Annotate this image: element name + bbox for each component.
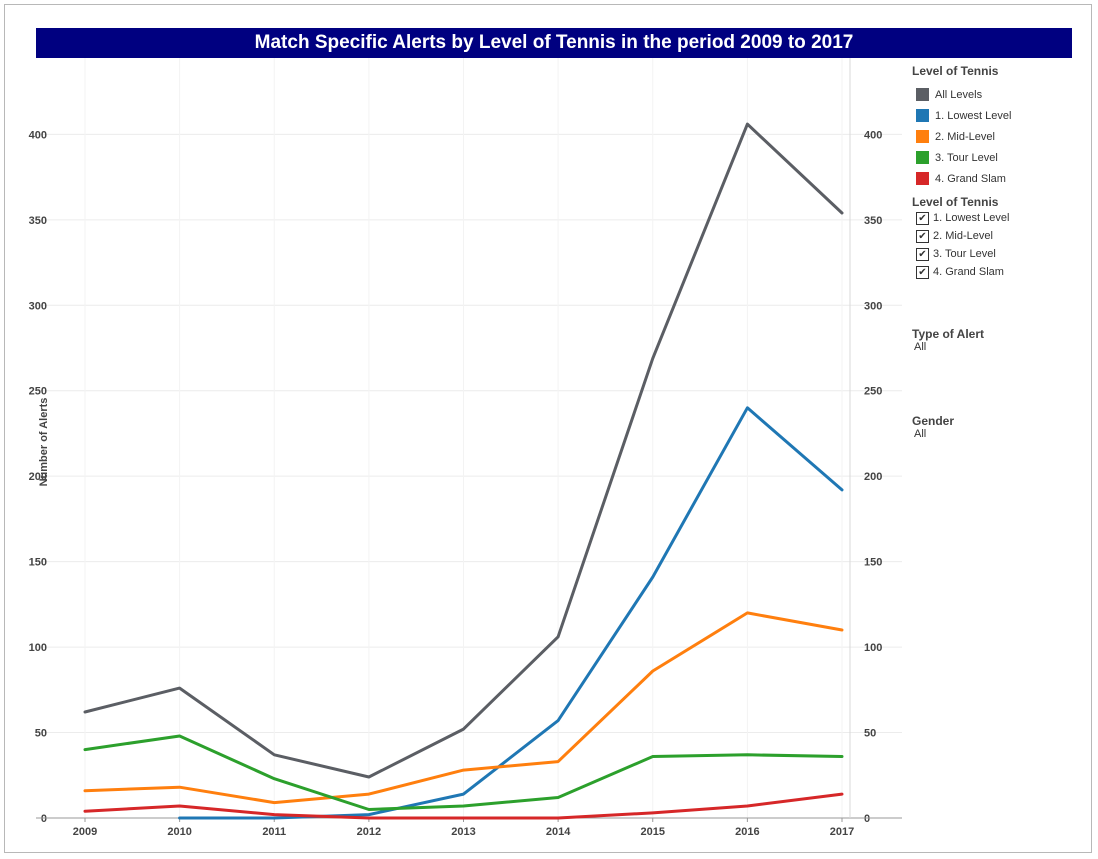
color-legend: Level of Tennis All Levels 1. Lowest Lev… bbox=[912, 64, 1092, 281]
legend-swatch bbox=[916, 172, 929, 185]
y-tick-label-right: 200 bbox=[864, 471, 882, 483]
checkbox[interactable]: ✔ bbox=[916, 211, 929, 225]
type-of-alert-filter[interactable]: Type of Alert All bbox=[912, 327, 984, 353]
legend-item[interactable]: 2. Mid-Level bbox=[912, 126, 1092, 147]
filter-label: 2. Mid-Level bbox=[933, 230, 993, 242]
filter-label: 1. Lowest Level bbox=[933, 212, 1010, 224]
gender-filter[interactable]: Gender All bbox=[912, 414, 954, 440]
legend-label: 3. Tour Level bbox=[935, 151, 998, 164]
y-tick-label-left: 400 bbox=[29, 129, 47, 141]
checkbox[interactable]: ✔ bbox=[916, 229, 929, 243]
x-tick-label: 2012 bbox=[357, 826, 381, 838]
y-tick-label-left: 150 bbox=[29, 557, 47, 569]
y-tick-label-left: 50 bbox=[35, 728, 47, 740]
series-line-5 bbox=[83, 792, 844, 820]
y-tick-label-left: 250 bbox=[29, 386, 47, 398]
x-tick-label: 2011 bbox=[262, 826, 286, 838]
y-tick-label-left: 0 bbox=[41, 813, 47, 825]
y-axis-label: Number of Alerts bbox=[38, 398, 50, 487]
x-tick-label: 2017 bbox=[830, 826, 854, 838]
x-tick-label: 2015 bbox=[641, 826, 665, 838]
legend-item[interactable]: All Levels bbox=[912, 84, 1092, 105]
filter-option-tour[interactable]: ✔ 3. Tour Level bbox=[912, 245, 1092, 263]
y-tick-label-right: 0 bbox=[864, 813, 870, 825]
legend-item[interactable]: 1. Lowest Level bbox=[912, 105, 1092, 126]
filter-label: 4. Grand Slam bbox=[933, 266, 1004, 278]
legend-swatch bbox=[916, 130, 929, 143]
legend-label: All Levels bbox=[935, 88, 983, 101]
y-tick-label-left: 100 bbox=[29, 642, 47, 654]
chart-title: Match Specific Alerts by Level of Tennis… bbox=[36, 28, 1072, 58]
y-tick-label-right: 150 bbox=[864, 557, 882, 569]
x-tick-label: 2013 bbox=[451, 826, 475, 838]
gender-filter-heading: Gender bbox=[912, 414, 955, 428]
legend-item[interactable]: 3. Tour Level bbox=[912, 147, 1092, 168]
legend-swatch bbox=[916, 88, 929, 101]
plot-area bbox=[36, 58, 902, 818]
y-tick-label-right: 250 bbox=[864, 386, 882, 398]
filter-label: 3. Tour Level bbox=[933, 248, 996, 260]
legend-label: 2. Mid-Level bbox=[935, 130, 995, 143]
series-line-4 bbox=[83, 734, 844, 811]
y-tick-label-right: 300 bbox=[864, 300, 882, 312]
legend-label: 4. Grand Slam bbox=[935, 172, 1006, 185]
series-line-1 bbox=[83, 122, 844, 779]
dashboard-frame bbox=[4, 4, 1092, 853]
x-tick-label: 2010 bbox=[167, 826, 191, 838]
gender-filter-value[interactable]: All bbox=[914, 428, 927, 440]
y-tick-label-right: 350 bbox=[864, 215, 882, 227]
legend-label: 1. Lowest Level bbox=[935, 109, 1012, 122]
level-filter-heading: Level of Tennis bbox=[912, 195, 999, 209]
checkbox[interactable]: ✔ bbox=[916, 247, 929, 261]
y-tick-label-left: 300 bbox=[29, 300, 47, 312]
y-tick-label-right: 400 bbox=[864, 129, 882, 141]
filter-option-mid[interactable]: ✔ 2. Mid-Level bbox=[912, 227, 1092, 245]
legend-swatch bbox=[916, 109, 929, 122]
x-tick-label: 2016 bbox=[735, 826, 759, 838]
y-tick-label-left: 350 bbox=[29, 215, 47, 227]
filter-option-grand-slam[interactable]: ✔ 4. Grand Slam bbox=[912, 263, 1092, 281]
filter-option-lowest[interactable]: ✔ 1. Lowest Level bbox=[912, 209, 1092, 227]
type-filter-heading: Type of Alert bbox=[912, 327, 985, 341]
type-filter-value[interactable]: All bbox=[914, 341, 927, 353]
x-tick-label: 2014 bbox=[546, 826, 571, 838]
x-tick-label: 2009 bbox=[73, 826, 97, 838]
series-line-2 bbox=[178, 406, 844, 820]
y-tick-label-left: 200 bbox=[29, 471, 47, 483]
series-line-3 bbox=[83, 611, 844, 805]
y-tick-label-right: 50 bbox=[864, 728, 876, 740]
legend-heading: Level of Tennis bbox=[912, 64, 999, 78]
y-tick-label-right: 100 bbox=[864, 642, 882, 654]
checkbox[interactable]: ✔ bbox=[916, 265, 929, 279]
legend-swatch bbox=[916, 151, 929, 164]
legend-item[interactable]: 4. Grand Slam bbox=[912, 168, 1092, 189]
